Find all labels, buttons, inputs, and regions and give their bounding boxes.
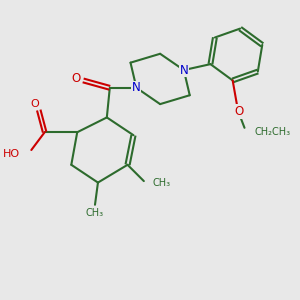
Text: O: O xyxy=(71,72,80,85)
Text: N: N xyxy=(132,81,141,94)
Text: N: N xyxy=(179,64,188,76)
Text: CH₃: CH₃ xyxy=(152,178,170,188)
Text: CH₂CH₃: CH₂CH₃ xyxy=(255,127,291,137)
Text: HO: HO xyxy=(3,148,20,159)
Text: O: O xyxy=(235,105,244,118)
Text: CH₃: CH₃ xyxy=(86,208,104,218)
Text: O: O xyxy=(30,99,39,109)
